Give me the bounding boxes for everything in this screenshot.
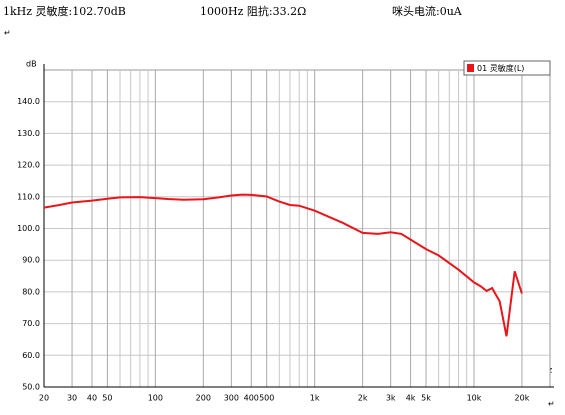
- header-text: 咪头电流:0uA: [392, 4, 463, 18]
- x-tick-label: 3k: [386, 394, 396, 403]
- x-tick-label: 30: [67, 394, 77, 403]
- legend-swatch: [467, 64, 474, 72]
- x-tick-label: 300: [224, 394, 239, 403]
- x-tick-label: 4k: [406, 394, 416, 403]
- x-tick-label: 200: [196, 394, 211, 403]
- series-line: [43, 193, 523, 337]
- x-tick-label: 1k: [310, 394, 320, 403]
- x-tick-label: 400: [244, 394, 259, 403]
- y-tick-label: 100.0: [17, 224, 40, 233]
- legend-label: 01 灵敏度(L): [477, 63, 524, 73]
- header-text: 1kHz 灵敏度:102.70dB: [3, 4, 126, 18]
- y-tick-label: 110.0: [17, 192, 40, 201]
- x-tick-label: 2k: [358, 394, 368, 403]
- y-tick-label: 50.0: [22, 383, 40, 392]
- x-tick-label: 20k: [515, 394, 530, 403]
- x-tick-label: 50: [102, 394, 112, 403]
- x-tick-label: 100: [148, 394, 163, 403]
- y-tick-label: 70.0: [22, 319, 40, 328]
- x-tick-label: 20: [39, 394, 49, 403]
- y-tick-label: 60.0: [22, 351, 40, 360]
- x-tick-label: 40: [87, 394, 97, 403]
- header-text: 1000Hz 阻抗:33.2Ω: [200, 4, 306, 18]
- y-tick-label: 130.0: [17, 129, 40, 138]
- legend-box: [463, 60, 551, 76]
- paragraph-mark: ↵: [4, 29, 11, 38]
- y-tick-label: 90.0: [22, 256, 40, 265]
- y-tick-label: 80.0: [22, 287, 40, 296]
- x-tick-label: 500: [259, 394, 274, 403]
- paragraph-mark: ↵: [548, 400, 555, 409]
- x-tick-label: 5k: [421, 394, 431, 403]
- y-axis-label: dB: [26, 60, 37, 69]
- y-tick-label: 120.0: [17, 161, 40, 170]
- y-tick-label: 140.0: [17, 97, 40, 106]
- x-tick-label: 10k: [467, 394, 482, 403]
